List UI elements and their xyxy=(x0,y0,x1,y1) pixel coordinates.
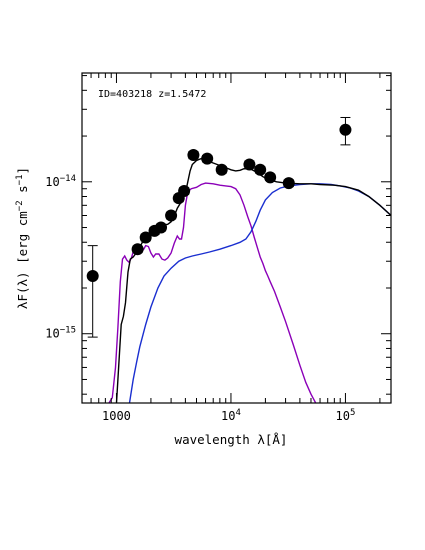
y-tick-label: 10−14 xyxy=(45,174,76,189)
data-point-marker xyxy=(243,158,256,171)
data-point xyxy=(165,209,178,222)
data-point-marker xyxy=(282,177,295,190)
x-tick-label: 105 xyxy=(336,408,356,423)
data-point-marker xyxy=(201,152,214,165)
source-id-annotation: ID=403218 z=1.5472 xyxy=(98,89,206,100)
data-point xyxy=(215,163,228,176)
data-point-marker xyxy=(131,243,144,256)
data-point xyxy=(86,245,99,338)
data-point xyxy=(339,116,352,146)
data-point xyxy=(243,158,256,171)
data-point xyxy=(131,243,144,256)
y-label-exp-2: −1 xyxy=(15,174,25,185)
model-curves xyxy=(108,157,391,403)
x-tick-label: 1000 xyxy=(102,409,131,423)
data-point xyxy=(187,149,200,162)
data-point-marker xyxy=(215,163,228,176)
stellar-model-curve xyxy=(108,182,317,403)
data-point-marker xyxy=(178,184,191,197)
data-point xyxy=(155,221,168,234)
data-point xyxy=(201,152,214,165)
data-point-marker xyxy=(339,123,352,136)
y-tick-label: 10−15 xyxy=(45,326,76,341)
data-point xyxy=(254,163,267,176)
x-tick-label: 104 xyxy=(221,408,241,423)
data-point-marker xyxy=(254,163,267,176)
total-model-curve xyxy=(115,157,391,403)
data-point xyxy=(282,177,295,190)
plot-frame xyxy=(81,72,392,404)
data-point-marker xyxy=(155,221,168,234)
y-axis-label: λF(λ) [erg cm−2 s−1] xyxy=(15,167,30,309)
data-point xyxy=(178,184,191,197)
data-point xyxy=(264,171,277,184)
photometry-points xyxy=(86,116,352,338)
data-point-marker xyxy=(264,171,277,184)
data-point-marker xyxy=(165,209,178,222)
y-label-exp-1: −2 xyxy=(15,200,25,211)
data-point xyxy=(139,231,152,244)
x-axis-label: wavelength λ[Å] xyxy=(175,432,288,447)
data-point-marker xyxy=(187,149,200,162)
axis-ticks: 1000 104 105 10−15 10−14 xyxy=(45,73,391,423)
data-point-marker xyxy=(86,269,99,282)
data-point-marker xyxy=(139,231,152,244)
